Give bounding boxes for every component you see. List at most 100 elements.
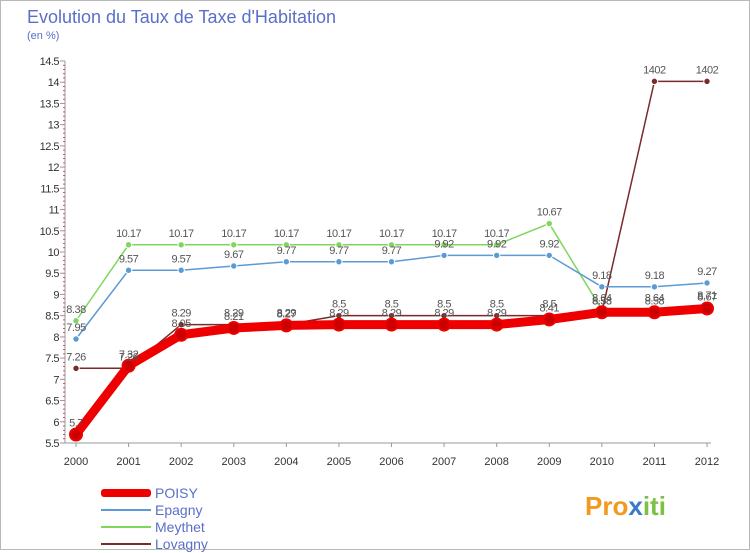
data-point-epagny	[440, 251, 448, 260]
data-point-poisy	[594, 305, 609, 320]
data-point-epagny	[492, 251, 501, 260]
data-point-epagny	[703, 279, 711, 287]
data-label-lovagny: 1402	[643, 64, 666, 76]
data-point-meythet	[177, 241, 185, 249]
data-label-meythet: 10.17	[379, 228, 404, 240]
x-tick-label: 2004	[274, 456, 298, 468]
y-tick-label: 11	[49, 205, 60, 217]
x-tick-label: 2002	[169, 456, 193, 468]
y-tick-label: 14	[48, 77, 60, 89]
proxiti-logo: Proxiti	[585, 491, 666, 522]
data-label-poisy: 8.58	[645, 295, 665, 307]
data-label-epagny: 9.57	[119, 253, 139, 265]
data-label-meythet: 8.71	[697, 290, 717, 302]
logo-text-part2: iti	[642, 491, 666, 521]
data-label-meythet: 10.17	[116, 228, 141, 240]
y-tick-label: 13	[48, 120, 60, 132]
data-label-poisy: 8.05	[171, 318, 191, 330]
data-point-epagny	[335, 258, 343, 266]
data-label-lovagny: 8.29	[277, 308, 297, 320]
chart-title: Evolution du Taux de Taxe d'Habitation	[27, 7, 336, 27]
data-label-meythet: 10.17	[221, 228, 246, 240]
data-label-lovagny: 7.26	[119, 351, 139, 363]
data-point-meythet	[440, 241, 448, 249]
series-labels: 7.26 7.268.29 8.29 8.298.5 8.5 8.5 8.5 8.5 8.581…	[66, 64, 719, 430]
data-label-epagny: 9.27	[697, 266, 717, 278]
data-point-meythet	[124, 241, 133, 249]
data-label-lovagny: 8.5	[542, 299, 556, 311]
data-point-poisy	[226, 320, 241, 335]
y-tick-label: 7.5	[45, 353, 59, 365]
data-point-epagny	[387, 258, 396, 266]
data-point-poisy	[69, 427, 83, 442]
data-label-poisy: 8.29	[434, 308, 454, 320]
y-tick-label: 9.5	[45, 268, 59, 280]
y-tick-label: 5.5	[45, 438, 59, 450]
data-label-lovagny: 8.29	[224, 308, 244, 320]
y-tick-label: 9	[53, 289, 59, 301]
data-label-lovagny: 1402	[696, 64, 719, 76]
series-lines	[69, 77, 714, 442]
data-label-poisy: 8.41	[540, 302, 560, 314]
data-point-poisy	[542, 312, 557, 327]
x-tick-label: 2010	[590, 456, 614, 468]
data-label-lovagny: 8.5	[385, 299, 399, 311]
data-point-meythet	[335, 241, 343, 249]
x-tick-label: 2012	[695, 456, 719, 468]
data-label-poisy: 8.29	[487, 308, 507, 320]
data-point-meythet	[492, 241, 501, 249]
data-label-epagny: 9.92	[540, 238, 560, 250]
legend-swatch-lovagny	[101, 543, 151, 545]
data-label-poisy: 8.21	[224, 311, 244, 323]
data-label-epagny: 9.77	[277, 245, 297, 257]
data-label-meythet: 8.64	[592, 293, 612, 305]
data-label-poisy: 8.58	[592, 295, 612, 307]
data-point-meythet	[545, 219, 553, 228]
data-label-meythet: 8.64	[645, 293, 665, 305]
data-label-epagny: 9.18	[645, 270, 665, 282]
data-point-meythet	[72, 317, 80, 325]
data-label-epagny: 9.77	[382, 245, 402, 257]
data-label-poisy: 5.7	[69, 418, 83, 430]
data-point-poisy	[331, 317, 346, 332]
data-label-lovagny: 8.29	[171, 308, 191, 320]
data-label-lovagny: 8.58	[592, 295, 612, 307]
data-label-lovagny: 8.5	[332, 299, 346, 311]
data-point-poisy	[700, 301, 714, 316]
data-point-meythet	[387, 241, 396, 249]
data-point-poisy	[437, 317, 452, 332]
data-point-epagny	[282, 258, 291, 266]
data-label-meythet: 10.67	[537, 207, 562, 219]
data-point-epagny	[72, 335, 80, 343]
logo-text-part1: Pro	[585, 491, 629, 521]
data-label-poisy: 8.67	[697, 291, 717, 303]
legend-label-poisy: POISY	[155, 485, 198, 501]
legend-swatch-meythet	[101, 526, 151, 528]
x-tick-label: 2001	[116, 456, 140, 468]
x-tick-label: 2000	[64, 456, 88, 468]
data-label-poisy: 7.32	[119, 349, 139, 361]
data-label-lovagny: 8.5	[437, 299, 451, 311]
y-tick-label: 14.5	[40, 56, 60, 68]
y-tick-label: 8.5	[45, 311, 59, 323]
data-label-lovagny: 7.26	[66, 351, 86, 363]
y-tick-label: 13.5	[40, 98, 60, 110]
data-point-lovagny	[703, 77, 711, 86]
data-label-poisy: 8.27	[277, 308, 297, 320]
data-point-epagny	[598, 283, 606, 291]
legend-label-lovagny: Lovagny	[155, 536, 208, 552]
y-tick-label: 10	[48, 247, 60, 259]
data-label-meythet: 10.17	[326, 228, 351, 240]
data-point-lovagny	[72, 364, 80, 372]
data-label-meythet: 8.38	[66, 304, 86, 316]
legend-swatch-poisy	[101, 489, 151, 497]
data-point-epagny	[650, 283, 659, 291]
data-point-poisy	[489, 317, 504, 332]
y-tick-label: 12	[48, 162, 60, 174]
data-point-poisy	[174, 327, 189, 342]
data-label-epagny: 9.92	[487, 238, 507, 250]
data-point-lovagny	[650, 77, 659, 86]
data-point-meythet	[230, 241, 238, 249]
y-tick-label: 6.5	[45, 396, 59, 408]
